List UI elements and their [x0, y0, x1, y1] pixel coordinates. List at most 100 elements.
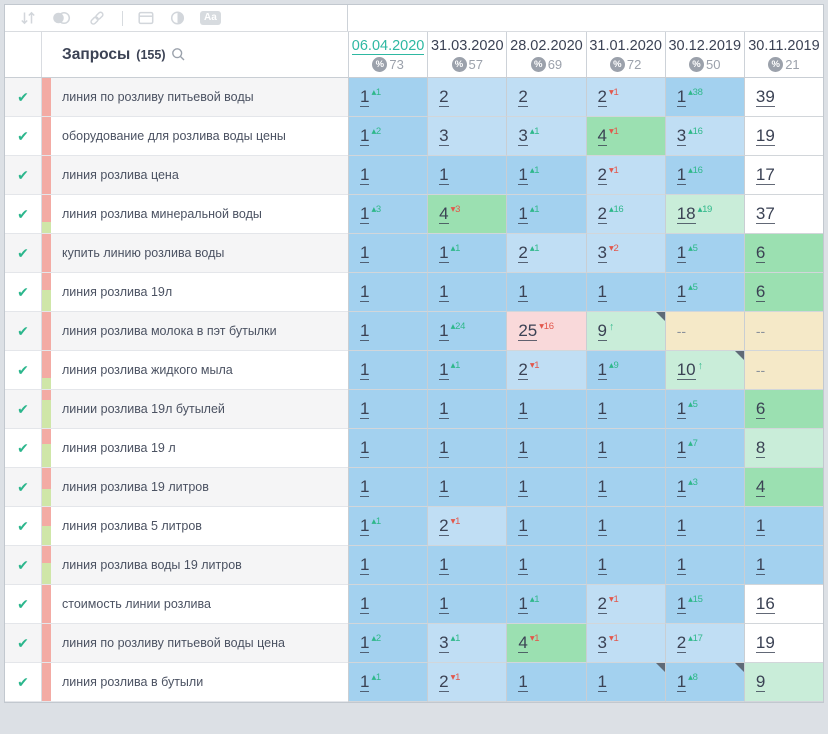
position-value[interactable]: 1 [597, 476, 607, 498]
position-cell[interactable]: 1 [743, 546, 823, 585]
position-value[interactable]: 2 [518, 359, 528, 381]
position-value[interactable]: 2 [518, 242, 528, 264]
position-cell[interactable]: 1 [348, 156, 428, 195]
keyword-cell[interactable]: линия розлива 5 литров [42, 507, 348, 546]
position-cell[interactable]: 1 ▴1 [348, 507, 428, 546]
position-value[interactable]: 1 [439, 359, 449, 381]
position-cell[interactable]: 1 ▴3 [664, 468, 744, 507]
position-value[interactable]: 3 [518, 125, 528, 147]
position-cell[interactable]: 17 [743, 156, 823, 195]
position-value[interactable]: 1 [518, 164, 528, 186]
position-cell[interactable]: 16 [743, 585, 823, 624]
position-cell[interactable]: 1 ▴1 [506, 156, 586, 195]
position-value[interactable]: 2 [597, 593, 607, 615]
row-select-cell[interactable]: ✔ [5, 156, 42, 195]
position-cell[interactable]: 9 ↑ [585, 312, 665, 351]
position-value[interactable]: 1 [360, 320, 370, 342]
position-cell[interactable]: 1 [427, 585, 507, 624]
position-cell[interactable]: 9 [743, 663, 823, 702]
position-value[interactable]: 1 [676, 242, 687, 264]
keyword-cell[interactable]: купить линию розлива воды [42, 234, 348, 273]
position-value[interactable]: 9 [755, 671, 766, 693]
position-value[interactable]: 1 [360, 125, 370, 147]
position-cell[interactable]: 2 ▾1 [585, 156, 665, 195]
position-value[interactable]: 10 [676, 359, 696, 381]
position-cell[interactable]: 1 ▴1 [427, 234, 507, 273]
position-cell[interactable]: 1 [427, 390, 507, 429]
position-value[interactable]: 3 [676, 125, 687, 147]
position-value[interactable]: 18 [676, 203, 696, 225]
position-value[interactable]: 1 [676, 593, 687, 615]
position-cell[interactable]: 1 ▴38 [664, 78, 744, 117]
position-value[interactable]: 19 [755, 632, 775, 654]
keyword-cell[interactable]: стоимость линии розлива [42, 585, 348, 624]
row-select-cell[interactable]: ✔ [5, 195, 42, 234]
position-cell[interactable]: 37 [743, 195, 823, 234]
position-value[interactable]: 1 [755, 515, 766, 537]
row-select-cell[interactable]: ✔ [5, 663, 42, 702]
position-value[interactable]: 1 [360, 398, 370, 420]
row-select-cell[interactable]: ✔ [5, 507, 42, 546]
position-value[interactable]: 6 [755, 398, 766, 420]
position-cell[interactable]: 1 [506, 507, 586, 546]
row-select-cell[interactable]: ✔ [5, 468, 42, 507]
position-value[interactable]: 1 [360, 203, 370, 225]
position-cell[interactable]: 2 ▴17 [664, 624, 744, 663]
position-value[interactable]: 1 [360, 554, 370, 576]
position-cell[interactable]: 2 ▾1 [427, 507, 507, 546]
position-cell[interactable]: 1 [585, 390, 665, 429]
row-select-cell[interactable]: ✔ [5, 234, 42, 273]
position-cell[interactable]: 1 ▴8 [664, 663, 744, 702]
position-value[interactable]: 1 [676, 86, 687, 108]
position-cell[interactable]: 1 [348, 351, 428, 390]
date-link[interactable]: 28.02.2020 [510, 38, 583, 54]
position-value[interactable]: 2 [597, 164, 607, 186]
keyword-cell[interactable]: линия розлива жидкого мыла [42, 351, 348, 390]
position-cell[interactable]: 1 ▴16 [664, 156, 744, 195]
position-value[interactable]: 2 [597, 86, 607, 108]
position-value[interactable]: 2 [439, 671, 449, 693]
position-value[interactable]: 4 [439, 203, 449, 225]
date-link[interactable]: 31.03.2020 [430, 38, 504, 54]
position-cell[interactable]: 1 ▴1 [427, 351, 507, 390]
keyword-cell[interactable]: оборудование для розлива воды цены [42, 117, 348, 156]
position-cell[interactable]: 2 [506, 78, 586, 117]
keyword-cell[interactable]: линия розлива воды 19 литров [42, 546, 348, 585]
row-select-cell[interactable]: ✔ [5, 351, 42, 390]
position-cell[interactable]: 2 ▾1 [585, 585, 665, 624]
keyword-cell[interactable]: линия розлива 19 литров [42, 468, 348, 507]
position-value[interactable]: 2 [439, 86, 449, 108]
position-value[interactable]: 4 [597, 125, 607, 147]
position-value[interactable]: 1 [518, 476, 528, 498]
row-select-cell[interactable]: ✔ [5, 312, 42, 351]
position-value[interactable]: 1 [597, 554, 607, 576]
position-cell[interactable]: 25 ▾16 [506, 312, 586, 351]
position-cell[interactable]: 1 [348, 546, 428, 585]
position-cell[interactable]: 4 ▾3 [427, 195, 507, 234]
position-cell[interactable]: 1 [585, 507, 665, 546]
keyword-cell[interactable]: линия розлива 19 л [42, 429, 348, 468]
row-select-cell[interactable]: ✔ [5, 546, 42, 585]
keyword-cell[interactable]: линия розлива минеральной воды [42, 195, 348, 234]
position-cell[interactable]: 4 ▾1 [506, 624, 586, 663]
row-select-cell[interactable]: ✔ [5, 429, 42, 468]
position-value[interactable]: 1 [360, 476, 370, 498]
row-select-cell[interactable]: ✔ [5, 117, 42, 156]
position-value[interactable]: 1 [597, 359, 607, 381]
position-cell[interactable]: 2 [427, 78, 507, 117]
position-value[interactable]: 1 [518, 554, 528, 576]
position-cell[interactable]: 1 [585, 273, 665, 312]
position-cell[interactable]: 1 [664, 507, 744, 546]
position-value[interactable]: 1 [360, 164, 370, 186]
keyword-cell[interactable]: линия по розливу питьевой воды [42, 78, 348, 117]
position-value[interactable]: 1 [676, 281, 687, 303]
position-value[interactable]: 1 [439, 437, 449, 459]
position-value[interactable]: 1 [755, 554, 766, 576]
position-value[interactable]: 19 [755, 125, 775, 147]
position-value[interactable]: 1 [360, 671, 370, 693]
position-cell[interactable]: 1 ▴15 [664, 585, 744, 624]
position-value[interactable]: 1 [676, 554, 687, 576]
position-cell[interactable]: 1 ▴2 [348, 624, 428, 663]
position-value[interactable]: 3 [597, 242, 607, 264]
position-cell[interactable]: 6 [743, 234, 823, 273]
